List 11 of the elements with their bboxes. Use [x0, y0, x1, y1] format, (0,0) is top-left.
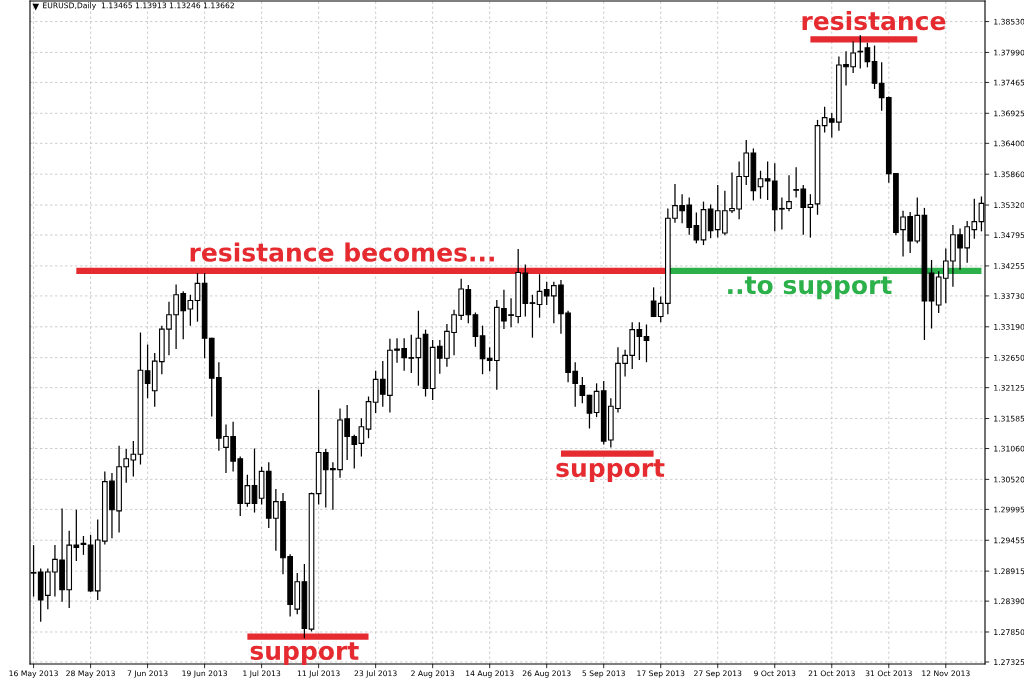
candlestick [586, 394, 593, 430]
candlestick [529, 294, 536, 339]
series-label: ..to support [728, 276, 892, 300]
candlestick [757, 170, 764, 200]
series-label: support [556, 459, 665, 483]
series-label: resistance becomes... [190, 242, 494, 262]
series-label: resistance [802, 10, 946, 31]
candlestick [579, 376, 586, 404]
candlestick [871, 44, 878, 90]
candlestick [251, 447, 258, 514]
series-label: support [250, 642, 359, 665]
